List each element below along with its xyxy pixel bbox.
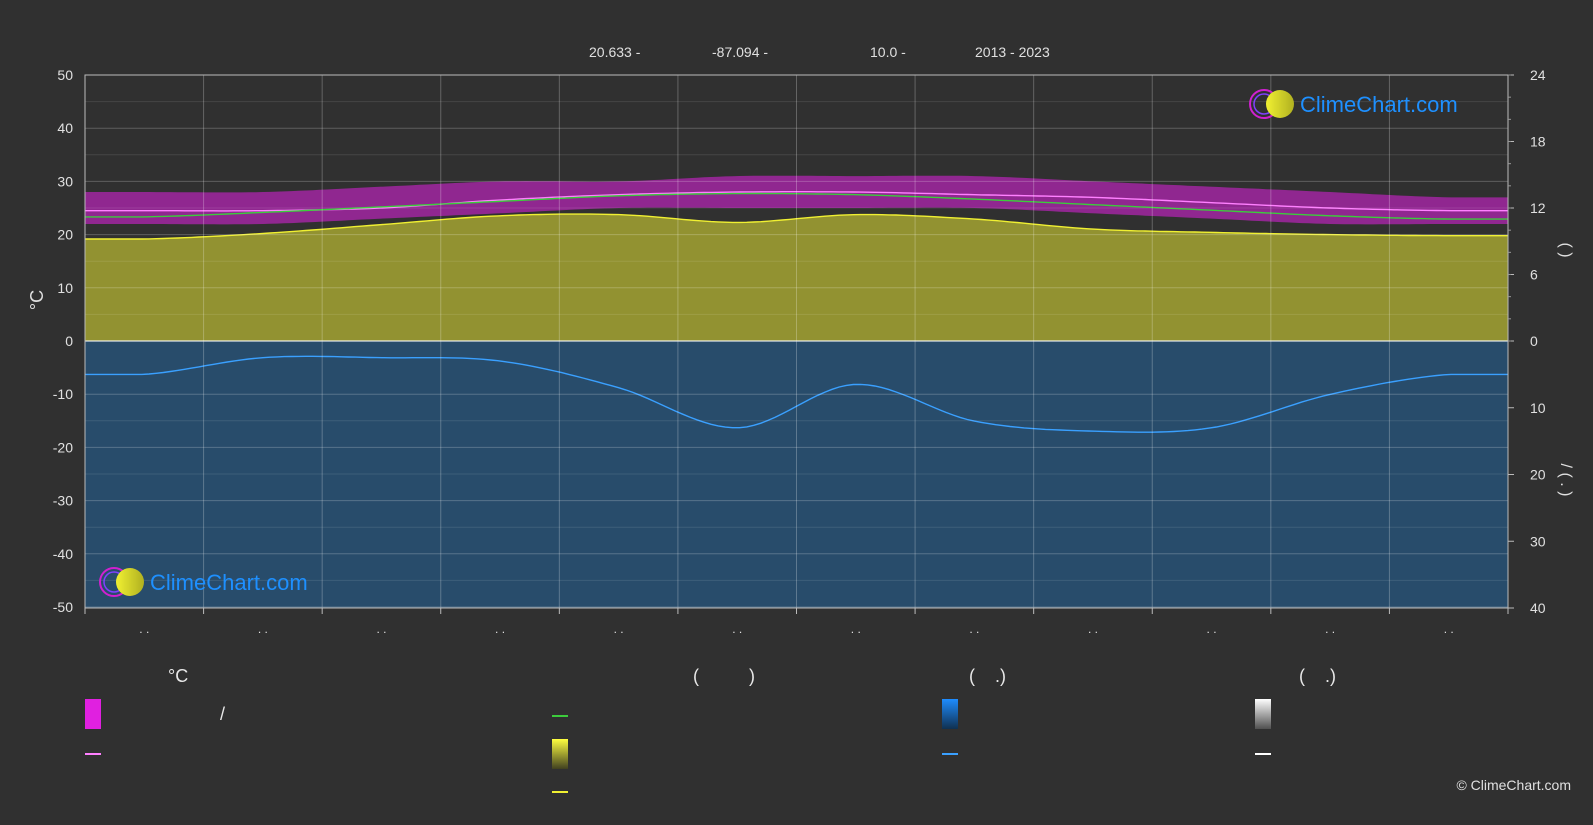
y-left-tick-label: -40 bbox=[53, 546, 73, 562]
copyright: © ClimeChart.com bbox=[1456, 777, 1571, 793]
y-right-bottom-tick-label: 10 bbox=[1530, 400, 1546, 416]
logo-text: ClimeChart.com bbox=[1300, 92, 1458, 117]
legend-precip-title: ( .) bbox=[969, 666, 1006, 686]
legend-swatch-precip bbox=[942, 699, 958, 729]
precip-area bbox=[85, 341, 1508, 608]
logo-sun-icon bbox=[1266, 90, 1294, 118]
temperature-range-band bbox=[85, 175, 1508, 225]
x-tick-label: . . bbox=[258, 622, 268, 636]
y-right-bottom-tick-label: 20 bbox=[1530, 467, 1546, 483]
header-latitude: 20.633 - bbox=[589, 44, 641, 60]
header-longitude: -87.094 - bbox=[712, 44, 769, 60]
x-tick-label: . . bbox=[1088, 622, 1098, 636]
x-tick-label: . . bbox=[614, 622, 624, 636]
y-left-axis-label: °C bbox=[27, 290, 47, 310]
y-left-tick-label: 0 bbox=[65, 333, 73, 349]
y-left-tick-label: 20 bbox=[57, 227, 73, 243]
y-right-top-tick-label: 12 bbox=[1530, 200, 1546, 216]
y-right-bottom-tick-label: 40 bbox=[1530, 600, 1546, 616]
y-left-tick-label: -30 bbox=[53, 493, 73, 509]
y-left-tick-label: -50 bbox=[53, 599, 73, 615]
sunshine-area bbox=[85, 214, 1508, 341]
x-tick-label: . . bbox=[851, 622, 861, 636]
y-right-top-axis-label: ( ) bbox=[1557, 242, 1574, 257]
y-left-tick-label: -10 bbox=[53, 386, 73, 402]
x-tick-label: . . bbox=[1444, 622, 1454, 636]
y-right-bottom-axis-label: / ( . ) bbox=[1557, 464, 1574, 497]
x-tick-label: . . bbox=[732, 622, 742, 636]
logo-top: ClimeChart.com bbox=[1249, 89, 1458, 119]
logo-text: ClimeChart.com bbox=[150, 570, 308, 595]
logo-sun-icon bbox=[116, 568, 144, 596]
y-left-tick-label: 10 bbox=[57, 280, 73, 296]
y-right-top-tick-label: 6 bbox=[1530, 267, 1538, 283]
y-right-top-tick-label: 18 bbox=[1530, 134, 1546, 150]
y-right-bottom-tick-label: 30 bbox=[1530, 533, 1546, 549]
y-left-tick-label: 50 bbox=[57, 67, 73, 83]
legend-swatch-temp-range bbox=[85, 699, 101, 729]
x-tick-label: . . bbox=[139, 622, 149, 636]
y-left-tick-label: 30 bbox=[57, 173, 73, 189]
header-elevation: 10.0 - bbox=[870, 44, 906, 60]
series-line-mean_precip bbox=[85, 355, 1508, 433]
legend-sunshine-title: ( ) bbox=[693, 666, 755, 686]
x-tick-label: . . bbox=[1325, 622, 1335, 636]
series-line-mean_sunshine bbox=[85, 213, 1508, 240]
header-years: 2013 - 2023 bbox=[975, 44, 1050, 60]
legend-swatch-snow bbox=[1255, 699, 1271, 729]
x-tick-label: . . bbox=[495, 622, 505, 636]
x-tick-label: . . bbox=[376, 622, 386, 636]
y-left-tick-label: 40 bbox=[57, 120, 73, 136]
legend-temperature-separator: / bbox=[220, 704, 226, 724]
logo-bottom: ClimeChart.com bbox=[99, 567, 308, 597]
y-right-top-tick-label: 24 bbox=[1530, 67, 1546, 83]
x-tick-label: . . bbox=[1207, 622, 1217, 636]
y-left-tick-label: -20 bbox=[53, 439, 73, 455]
x-tick-label: . . bbox=[969, 622, 979, 636]
y-right-top-tick-label: 0 bbox=[1530, 333, 1538, 349]
legend-snow-title: ( .) bbox=[1299, 666, 1336, 686]
legend-swatch-sunshine bbox=[552, 739, 568, 769]
series-line-mean_daylight bbox=[85, 192, 1508, 220]
legend-temperature-title: °C bbox=[168, 666, 189, 686]
